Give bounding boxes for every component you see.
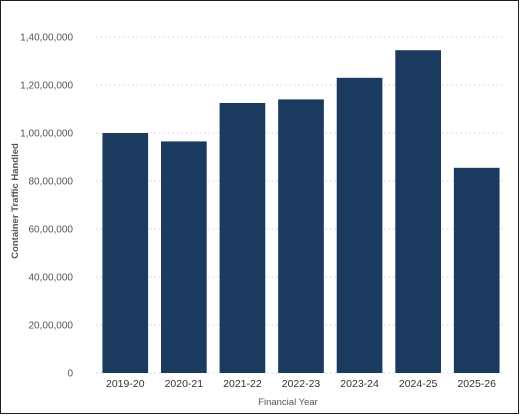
y-tick-label: 60,00,000 (29, 225, 74, 236)
x-tick-label: 2019-20 (106, 378, 145, 390)
y-axis-title: Container Traffic Handled (10, 143, 21, 259)
x-tick-label: 2022-23 (282, 378, 321, 390)
bar-2022-23[interactable] (278, 99, 324, 374)
x-tick-label: 2020-21 (165, 378, 204, 390)
x-tick-label: 2025-26 (457, 378, 496, 390)
y-tick-label: 20,00,000 (29, 321, 74, 332)
y-tick-label: 1,20,00,000 (20, 81, 73, 92)
bar-2025-26[interactable] (453, 167, 500, 373)
bar-2024-25[interactable] (395, 50, 441, 373)
bar-2023-24[interactable] (336, 77, 383, 374)
bar-2019-20[interactable] (102, 133, 149, 373)
x-axis-title: Financial Year (258, 397, 318, 408)
y-axis-ticks: 0 20,00,000 40,00,000 60,00,000 80,00,000 1,0… (20, 33, 73, 380)
bar-2021-22[interactable] (219, 103, 266, 373)
bars (102, 50, 500, 374)
x-tick-label: 2024-25 (399, 378, 438, 390)
x-tick-label: 2021-22 (223, 378, 262, 390)
y-tick-label: 1,40,00,000 (20, 33, 73, 44)
y-tick-label: 80,00,000 (29, 177, 74, 188)
y-tick-label: 0 (67, 369, 73, 380)
y-tick-label: 40,00,000 (29, 273, 74, 284)
bar-2020-21[interactable] (161, 141, 207, 373)
y-tick-label: 1,00,00,000 (20, 129, 73, 140)
x-axis-ticks: 2019-20 2020-21 2021-22 2022-23 2023-24 2024-… (106, 378, 496, 390)
x-tick-label: 2023-24 (340, 378, 379, 390)
